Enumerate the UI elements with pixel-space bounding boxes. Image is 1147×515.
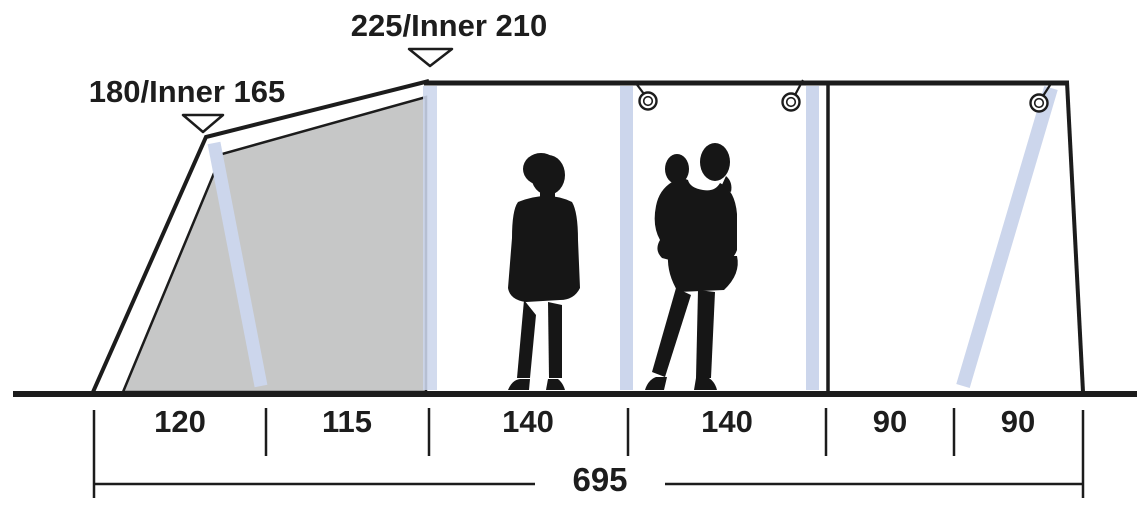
hanging-ring-icon [1029,81,1053,113]
inner-tent-panel [121,95,428,394]
segment-length-label: 90 [872,404,908,439]
segment-length-label: 90 [1000,404,1036,439]
mid-pole-1 [620,86,633,390]
person-silhouette-adult [508,153,580,390]
front-slanted-pole [207,141,268,388]
arrow-down-icon [181,113,225,134]
air-poles [207,86,1058,390]
segment-length-label: 140 [502,404,554,439]
person-silhouette-adult-with-child [645,143,738,390]
hanging-ring-icon [634,81,658,111]
mid-pole-2 [806,86,819,390]
hanging-ring-icon [781,79,804,112]
front-slope-outline [91,79,430,393]
segment-length-label: 140 [701,404,753,439]
hanging-rings [634,79,1053,113]
arrow-down-icon [407,47,454,68]
rear-wall-line [1065,81,1085,393]
segment-length-label: 120 [154,404,206,439]
total-length-label: 695 [535,462,665,498]
height-label-main: 225/Inner 210 [350,8,548,43]
segment-length-label: 115 [321,404,372,439]
height-label-front: 180/Inner 165 [88,74,286,109]
front-wall-pole [423,86,437,390]
rear-slanted-pole [956,86,1058,388]
